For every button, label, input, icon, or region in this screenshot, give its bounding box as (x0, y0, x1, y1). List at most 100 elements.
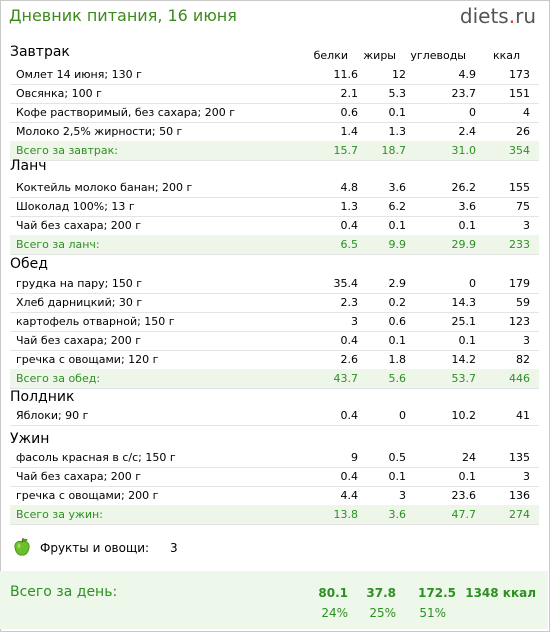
cell-protein: 0.4 (340, 470, 359, 483)
cell-kcal: 179 (509, 277, 530, 290)
cell-fat: 0.1 (388, 470, 407, 483)
cell-protein: 11.6 (333, 68, 359, 81)
food-row[interactable]: Кофе растворимый, без сахара; 200 г 0.6 0.… (10, 103, 539, 123)
food-name: Кофе растворимый, без сахара; 200 г (16, 106, 235, 119)
cell-fat: 12 (392, 68, 406, 81)
food-row[interactable]: Молоко 2,5% жирности; 50 г 1.4 1.3 2.4 26 (10, 122, 539, 142)
cell-kcal: 135 (509, 451, 530, 464)
cell-protein: 0.4 (340, 219, 359, 232)
cell-protein: 4.4 (340, 489, 359, 502)
food-name: грудка на пару; 150 г (16, 277, 143, 290)
cell-carbs: 0.1 (458, 334, 477, 347)
food-row[interactable]: Коктейль молоко банан; 200 г 4.8 3.6 26.2 15… (10, 178, 539, 198)
cell-protein: 43.7 (333, 372, 359, 385)
food-row[interactable]: Чай без сахара; 200 г 0.4 0.1 0.1 3 (10, 467, 539, 487)
cell-kcal: 3 (523, 334, 530, 347)
section-title-breakfast: Завтрак (10, 44, 70, 60)
cell-protein: 35.4 (333, 277, 359, 290)
total-label: Всего за завтрак: (16, 144, 119, 157)
food-row[interactable]: Чай без сахара; 200 г 0.4 0.1 0.1 3 (10, 331, 539, 351)
cell-protein: 15.7 (333, 144, 359, 157)
day-percent-fat: 25% (369, 606, 396, 620)
food-row[interactable]: картофель отварной; 150 г 3 0.6 25.1 123 (10, 312, 539, 332)
food-name: фасоль красная в с/с; 150 г (16, 451, 176, 464)
cell-protein: 2.1 (340, 87, 359, 100)
cell-carbs: 4.9 (458, 68, 477, 81)
logo-dot: . (508, 4, 516, 28)
cell-fat: 0.1 (388, 219, 407, 232)
cell-protein: 1.4 (340, 125, 359, 138)
food-name: гречка с овощами; 120 г (16, 353, 159, 366)
day-percent-carbs: 51% (419, 606, 446, 620)
cell-fat: 5.3 (388, 87, 407, 100)
site-logo[interactable]: diets.ru (460, 4, 536, 28)
food-row[interactable]: Омлет 14 июня; 130 г 11.6 12 4.9 173 (10, 65, 539, 85)
apple-icon (14, 537, 30, 556)
food-row[interactable]: Овсянка; 100 г 2.1 5.3 23.7 151 (10, 84, 539, 104)
logo-main: diets (459, 4, 509, 28)
food-row[interactable]: Хлеб дарницкий; 30 г 2.3 0.2 14.3 59 (10, 293, 539, 313)
cell-fat: 0.1 (388, 334, 407, 347)
food-row[interactable]: фасоль красная в с/с; 150 г 9 0.5 24 135 (10, 448, 539, 468)
food-name: Омлет 14 июня; 130 г (16, 68, 142, 81)
day-total-label: Всего за день: (10, 584, 118, 600)
meal-total-row-breakfast: Всего за завтрак: 15.7 18.7 31.0 354 (10, 141, 539, 161)
cell-fat: 5.6 (388, 372, 407, 385)
cell-protein: 0.6 (340, 106, 359, 119)
cell-carbs: 14.3 (451, 296, 477, 309)
meal-total-row-lunch: Всего за ланч: 6.5 9.9 29.9 233 (10, 235, 539, 255)
section-title-snack: Полдник (10, 389, 75, 405)
cell-carbs: 0.1 (458, 219, 477, 232)
food-row[interactable]: Шоколад 100%; 13 г 1.3 6.2 3.6 75 (10, 197, 539, 217)
cell-fat: 3.6 (388, 508, 407, 521)
cell-carbs: 31.0 (451, 144, 477, 157)
cell-fat: 0.5 (388, 451, 407, 464)
fruits-value: 3 (170, 541, 178, 555)
cell-protein: 9 (351, 451, 358, 464)
cell-kcal: 233 (509, 238, 530, 251)
column-header-fat: жиры (363, 49, 396, 62)
total-label: Всего за ужин: (16, 508, 103, 521)
cell-fat: 1.3 (388, 125, 407, 138)
column-header-protein: белки (313, 49, 348, 62)
meal-total-row-dinner: Всего за обед: 43.7 5.6 53.7 446 (10, 369, 539, 389)
food-row[interactable]: гречка с овощами; 120 г 2.6 1.8 14.2 82 (10, 350, 539, 370)
food-row[interactable]: Яблоки; 90 г 0.4 0 10.2 41 (10, 406, 539, 426)
cell-carbs: 23.7 (451, 87, 477, 100)
cell-carbs: 29.9 (451, 238, 477, 251)
cell-fat: 9.9 (388, 238, 407, 251)
cell-kcal: 274 (509, 508, 530, 521)
cell-protein: 0.4 (340, 334, 359, 347)
cell-carbs: 26.2 (451, 181, 477, 194)
cell-fat: 6.2 (388, 200, 407, 213)
cell-protein: 13.8 (333, 508, 359, 521)
cell-kcal: 4 (523, 106, 530, 119)
cell-kcal: 75 (516, 200, 530, 213)
cell-carbs: 47.7 (451, 508, 477, 521)
food-name: Коктейль молоко банан; 200 г (16, 181, 193, 194)
food-row[interactable]: грудка на пару; 150 г 35.4 2.9 0 179 (10, 274, 539, 294)
cell-protein: 2.3 (340, 296, 359, 309)
cell-fat: 0.1 (388, 106, 407, 119)
cell-protein: 6.5 (340, 238, 359, 251)
cell-carbs: 0.1 (458, 470, 477, 483)
cell-fat: 1.8 (388, 353, 407, 366)
cell-kcal: 123 (509, 315, 530, 328)
food-name: Яблоки; 90 г (16, 409, 89, 422)
section-title-dinner: Обед (10, 256, 48, 272)
day-percent-protein: 24% (321, 606, 348, 620)
cell-carbs: 0 (469, 106, 476, 119)
column-header-kcal: ккал (492, 49, 520, 62)
cell-kcal: 41 (516, 409, 530, 422)
cell-fat: 0.6 (388, 315, 407, 328)
day-total-carbs: 172.5 (418, 586, 456, 600)
fruits-label: Фрукты и овощи: (40, 541, 150, 555)
cell-protein: 2.6 (340, 353, 359, 366)
meal-total-row-supper: Всего за ужин: 13.8 3.6 47.7 274 (10, 505, 539, 525)
cell-carbs: 25.1 (451, 315, 477, 328)
food-row[interactable]: гречка с овощами; 200 г 4.4 3 23.6 136 (10, 486, 539, 506)
food-name: гречка с овощами; 200 г (16, 489, 159, 502)
cell-kcal: 446 (509, 372, 530, 385)
food-name: Чай без сахара; 200 г (16, 334, 142, 347)
food-row[interactable]: Чай без сахара; 200 г 0.4 0.1 0.1 3 (10, 216, 539, 236)
